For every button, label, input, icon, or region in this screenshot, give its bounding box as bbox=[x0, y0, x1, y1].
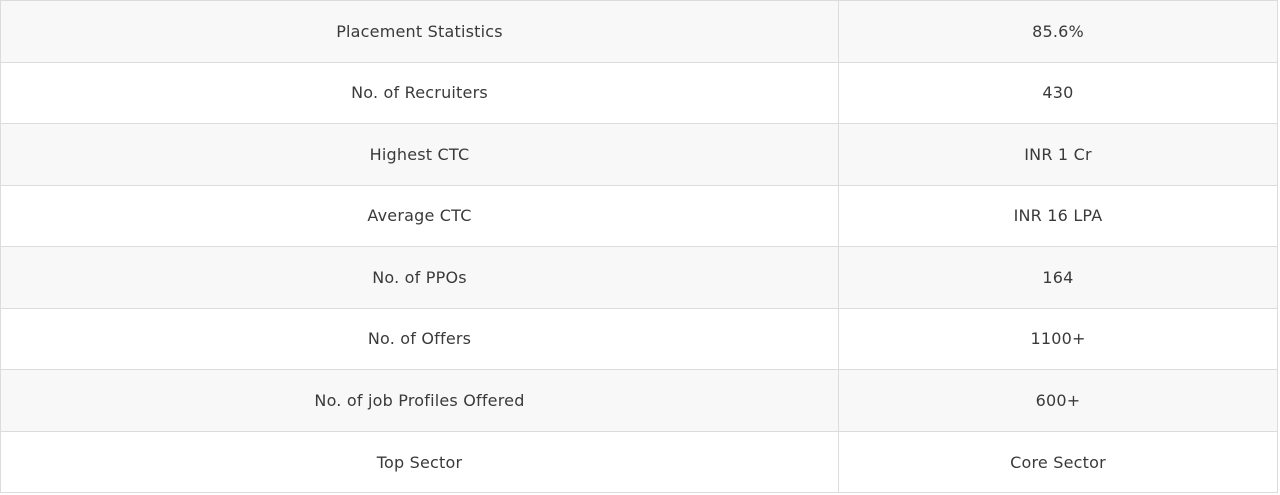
table-row: No. of Offers 1100+ bbox=[1, 308, 1277, 370]
row-label: No. of job Profiles Offered bbox=[1, 370, 839, 431]
row-value: 1100+ bbox=[1030, 329, 1086, 349]
table-row: No. of Recruiters 430 bbox=[1, 62, 1277, 124]
table-row: No. of job Profiles Offered 600+ bbox=[1, 370, 1277, 432]
row-label: Highest CTC bbox=[1, 124, 839, 185]
table-row: Placement Statistics 85.6% bbox=[1, 1, 1277, 63]
row-value: 85.6% bbox=[1032, 21, 1084, 41]
row-label: No. of Recruiters bbox=[1, 62, 839, 123]
row-label: Average CTC bbox=[1, 185, 839, 246]
row-value: 164 bbox=[1042, 267, 1074, 287]
table-row: Highest CTC INR 1 Cr bbox=[1, 124, 1277, 186]
row-value: 600+ bbox=[1035, 390, 1081, 410]
row-label: No. of Offers bbox=[1, 308, 839, 369]
table-row: Average CTC INR 16 LPA bbox=[1, 185, 1277, 247]
table-row: No. of PPOs 164 bbox=[1, 247, 1277, 309]
row-label: Placement Statistics bbox=[1, 1, 839, 62]
row-value: Core Sector bbox=[1010, 452, 1106, 472]
row-value: 430 bbox=[1042, 83, 1074, 103]
row-label: No. of PPOs bbox=[1, 247, 839, 308]
table-row: Top Sector Core Sector bbox=[1, 431, 1277, 493]
row-value: INR 16 LPA bbox=[1013, 206, 1103, 226]
row-value: INR 1 Cr bbox=[1024, 144, 1092, 164]
row-label: Top Sector bbox=[1, 431, 839, 493]
